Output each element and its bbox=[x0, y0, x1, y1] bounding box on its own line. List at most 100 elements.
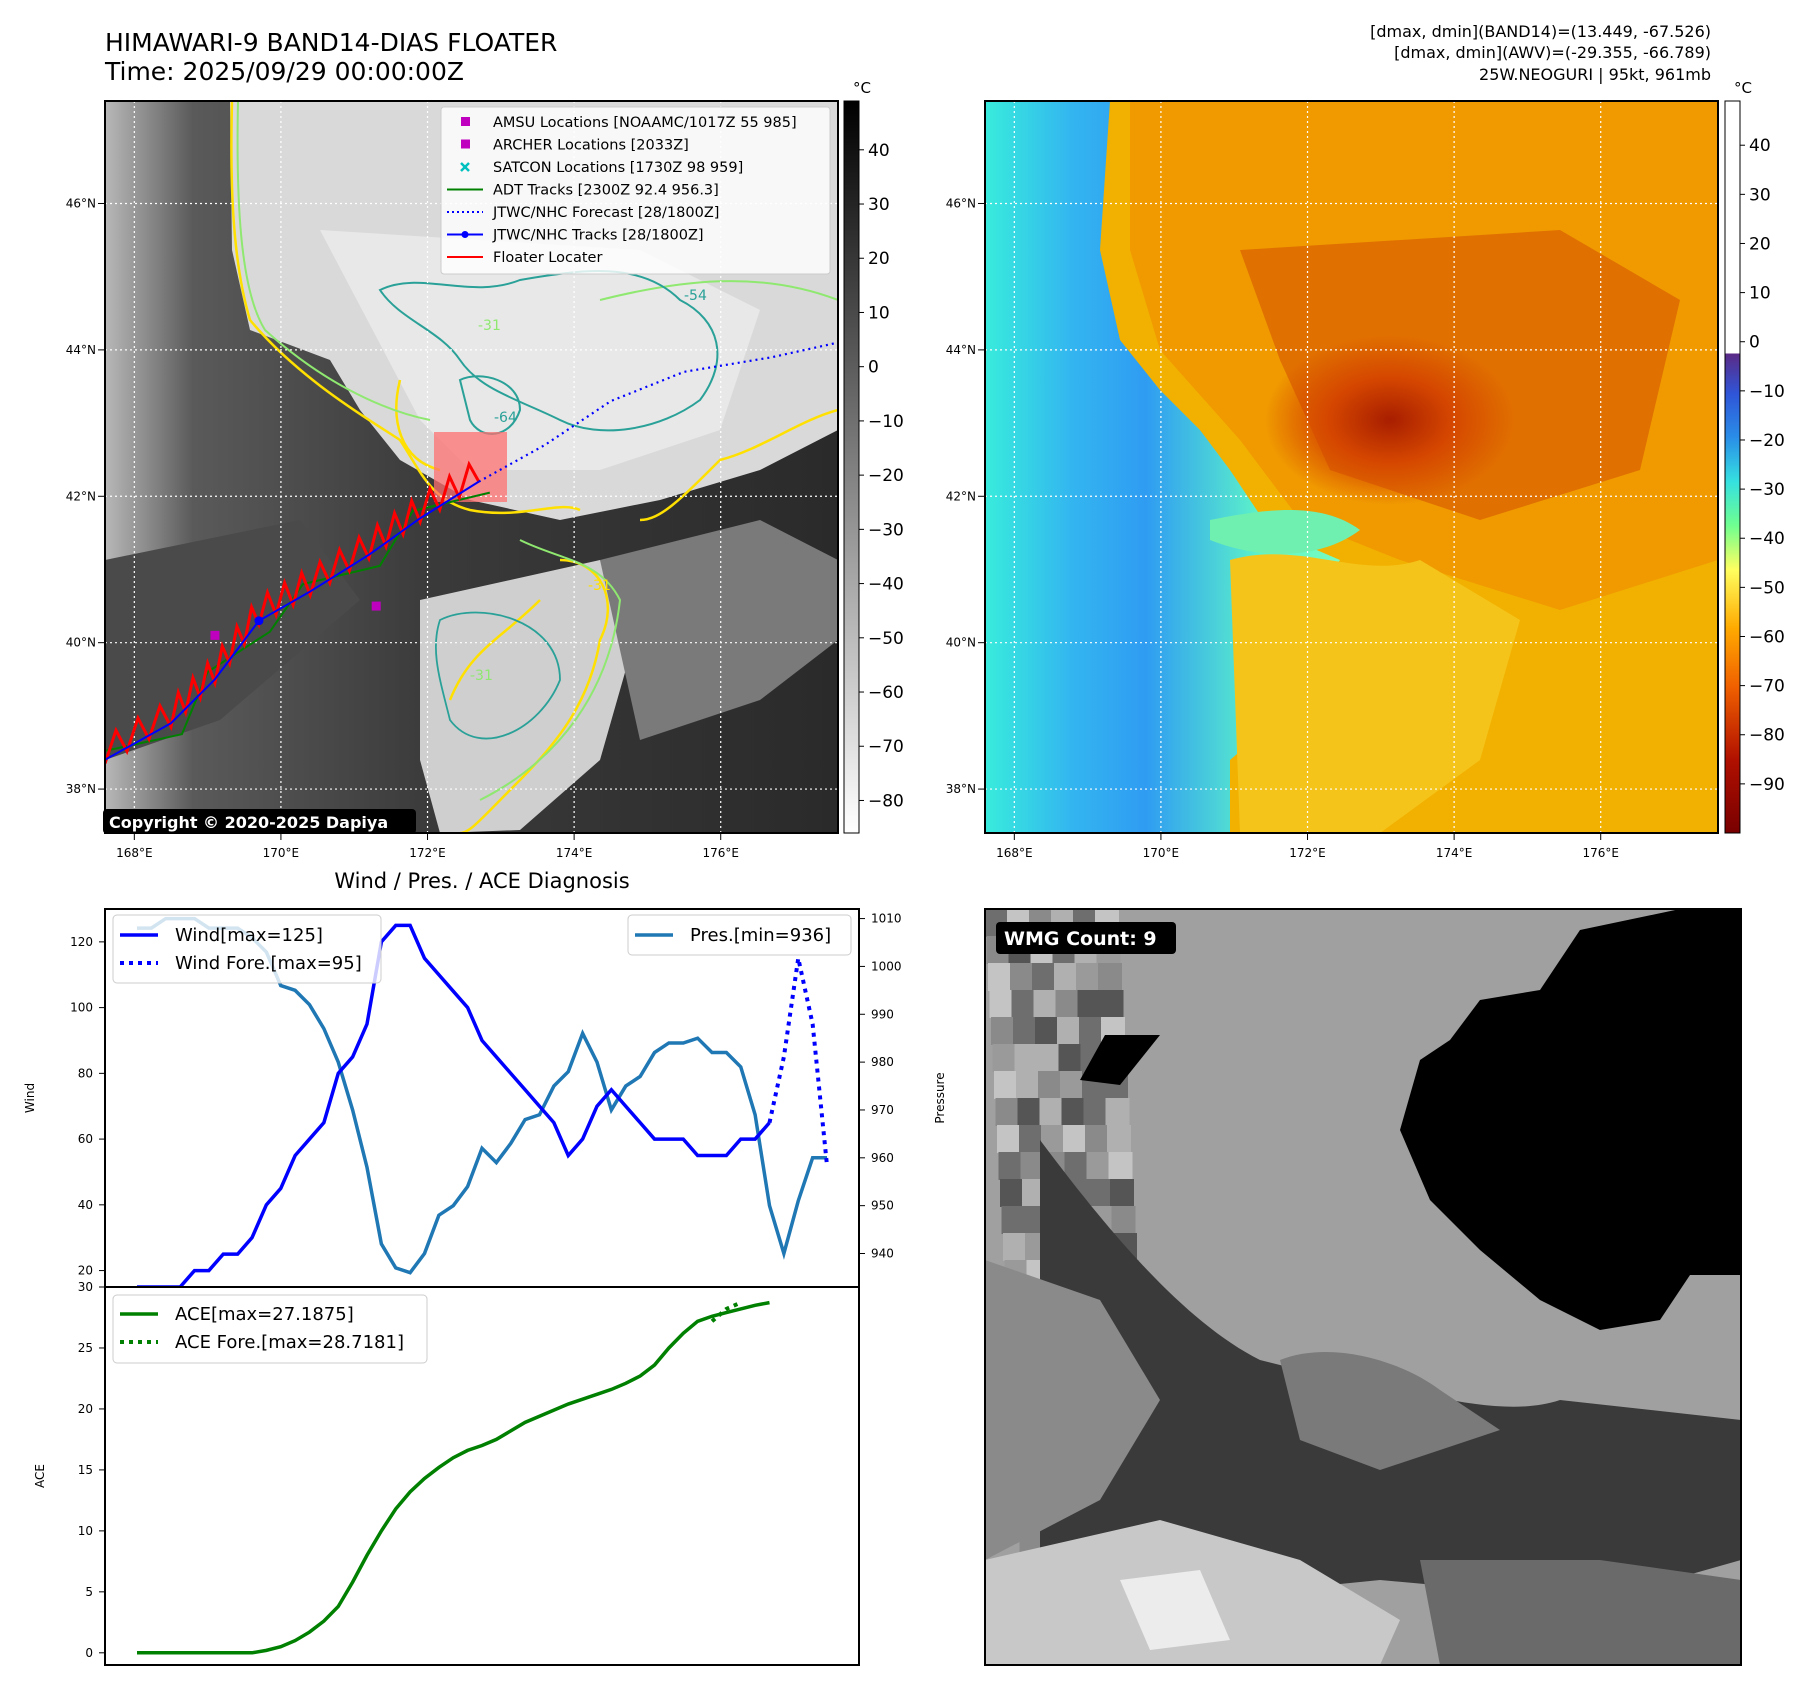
wind-legend bbox=[112, 914, 382, 984]
info-line2: [dmax, dmin](AWV)=(-29.355, -66.789) bbox=[1394, 43, 1711, 62]
wmg-pixel bbox=[1014, 1044, 1039, 1072]
wmg-pixel bbox=[1110, 1179, 1134, 1207]
cbar1-unit: °C bbox=[853, 79, 871, 97]
wind-series-line bbox=[137, 923, 771, 1289]
colorbar-tick-label: 10 bbox=[868, 303, 890, 323]
y-tick-label: 25 bbox=[78, 1341, 93, 1355]
wmg-pixel bbox=[1035, 1017, 1059, 1045]
map1-lon-tick-label: 170°E bbox=[263, 846, 300, 860]
wmg-pixel bbox=[1011, 990, 1036, 1018]
wmg-pixel bbox=[1105, 1098, 1130, 1126]
wmg-pixel bbox=[1017, 1098, 1042, 1126]
jtwc-position-marker bbox=[254, 616, 264, 626]
coastline bbox=[230, 101, 581, 515]
wmg-pixel bbox=[1010, 963, 1034, 991]
map1-lat-tick-label: 42°N bbox=[66, 489, 96, 503]
y-tick-label: 20 bbox=[78, 1264, 93, 1278]
y-tick-label: 20 bbox=[78, 1402, 93, 1416]
map-legend: AMSU Locations [NOAAMC/1017Z 55 985] ARCH… bbox=[440, 106, 831, 275]
wmg-pixel bbox=[997, 1125, 1021, 1153]
wmg-pixel bbox=[1036, 1044, 1061, 1072]
map2-lon-tick-label: 168°E bbox=[996, 846, 1033, 860]
wmg-pixel bbox=[1057, 1017, 1081, 1045]
colorbar-tick-label: −60 bbox=[1749, 627, 1785, 647]
colorbar-tick-label: 20 bbox=[1749, 234, 1771, 254]
legend-marker-dot bbox=[461, 231, 469, 238]
map2-lat-tick-label: 46°N bbox=[946, 196, 976, 210]
colorbar-gray bbox=[843, 100, 860, 834]
map1-lat-tick-label: 40°N bbox=[66, 636, 96, 650]
colorbar-tick-label: 40 bbox=[1749, 136, 1771, 156]
ace-legend bbox=[112, 1294, 428, 1364]
colorbar-tick-label: −40 bbox=[868, 575, 904, 595]
colorbar-tick-label: −60 bbox=[868, 683, 904, 703]
colorbar-tick-label: −50 bbox=[1749, 578, 1785, 598]
y-tick-label: 15 bbox=[78, 1463, 93, 1477]
colorbar-tick-label: −70 bbox=[1749, 677, 1785, 697]
legend-wind-forecast: Wind Fore.[max=95] bbox=[175, 953, 362, 974]
map1-lon-tick-label: 172°E bbox=[409, 846, 446, 860]
contour-label: -54 bbox=[684, 288, 707, 304]
ace-forecast-line bbox=[710, 1300, 742, 1323]
wmg-pixel bbox=[1058, 1044, 1083, 1072]
contour-label: -31 bbox=[478, 318, 501, 334]
map2-lat-tick-label: 38°N bbox=[946, 782, 976, 796]
y-tick-label: 40 bbox=[78, 1198, 93, 1212]
wmg-pixel bbox=[998, 1152, 1023, 1180]
y-tick-label: 5 bbox=[85, 1585, 93, 1599]
wmg-frame bbox=[984, 908, 1742, 1666]
contour-label: -31 bbox=[470, 668, 493, 684]
y-tick-label: 990 bbox=[871, 1007, 894, 1021]
wmg-pixel bbox=[992, 1044, 1017, 1072]
wmg-pixel bbox=[1054, 963, 1078, 991]
wmg-pixel bbox=[1111, 1206, 1136, 1234]
colorbar-tick-label: 20 bbox=[868, 249, 890, 269]
wmg-pixel bbox=[1060, 1071, 1084, 1099]
y-tick-label: 120 bbox=[70, 935, 93, 949]
wmg-pixel bbox=[994, 1071, 1018, 1099]
wmg-pixel bbox=[1063, 1125, 1087, 1153]
info-line1: [dmax, dmin](BAND14)=(13.449, -67.526) bbox=[1370, 22, 1711, 41]
wmg-pixel bbox=[1032, 963, 1056, 991]
colorbar-tick-label: −50 bbox=[868, 629, 904, 649]
wmg-pixel bbox=[1079, 1017, 1103, 1045]
legend-label: JTWC/NHC Forecast [28/1800Z] bbox=[492, 205, 719, 221]
contour-label: -64 bbox=[494, 410, 517, 426]
colorbar-tick-label: −10 bbox=[868, 412, 904, 432]
map2-lon-tick-label: 170°E bbox=[1143, 846, 1180, 860]
legend-marker-square bbox=[461, 117, 470, 126]
jtwc-track bbox=[105, 480, 480, 761]
awv-imagery bbox=[985, 101, 1718, 833]
info-line3: 25W.NEOGURI | 95kt, 961mb bbox=[1479, 65, 1711, 84]
map2-lat-tick-label: 40°N bbox=[946, 636, 976, 650]
wmg-pixel bbox=[1055, 990, 1080, 1018]
colorbar-tick-label: −20 bbox=[1749, 431, 1785, 451]
ace-axis-label: ACE bbox=[33, 1464, 47, 1488]
contour-label: -31 bbox=[588, 578, 611, 594]
legend-label: Floater Locater bbox=[493, 250, 602, 266]
cbar2-unit: °C bbox=[1734, 79, 1752, 97]
copyright-badge bbox=[103, 809, 416, 834]
map2-frame bbox=[984, 100, 1719, 834]
colorbar-tick-label: −40 bbox=[1749, 529, 1785, 549]
wmg-pixel bbox=[1099, 990, 1124, 1018]
wmg-pixel bbox=[995, 1098, 1020, 1126]
y-tick-label: 1010 bbox=[871, 912, 902, 926]
chart-title-line1: HIMAWARI-9 BAND14-DIAS FLOATER bbox=[105, 28, 558, 57]
y-tick-label: 1000 bbox=[871, 959, 902, 973]
colorbar-tick-label: −80 bbox=[1749, 726, 1785, 746]
wmg-count-badge bbox=[996, 922, 1176, 954]
wmg-pixel bbox=[1013, 1017, 1037, 1045]
map2-gridlines bbox=[985, 101, 1718, 833]
colorbar-tick-label: 0 bbox=[868, 358, 879, 378]
map2-lon-tick-label: 172°E bbox=[1289, 846, 1326, 860]
chart-title-line2: Time: 2025/09/29 00:00:00Z bbox=[105, 57, 464, 86]
colorbar-tick-label: −30 bbox=[1749, 480, 1785, 500]
contour-54 bbox=[378, 270, 719, 432]
y-tick-label: 970 bbox=[871, 1103, 894, 1117]
map1-lat-tick-label: 38°N bbox=[66, 782, 96, 796]
wmg-count-text: WMG Count: 9 bbox=[1004, 928, 1157, 950]
map1-lat-tick-label: 46°N bbox=[66, 196, 96, 210]
y-tick-label: 950 bbox=[871, 1199, 894, 1213]
wind-axis-label: Wind bbox=[23, 1083, 37, 1113]
